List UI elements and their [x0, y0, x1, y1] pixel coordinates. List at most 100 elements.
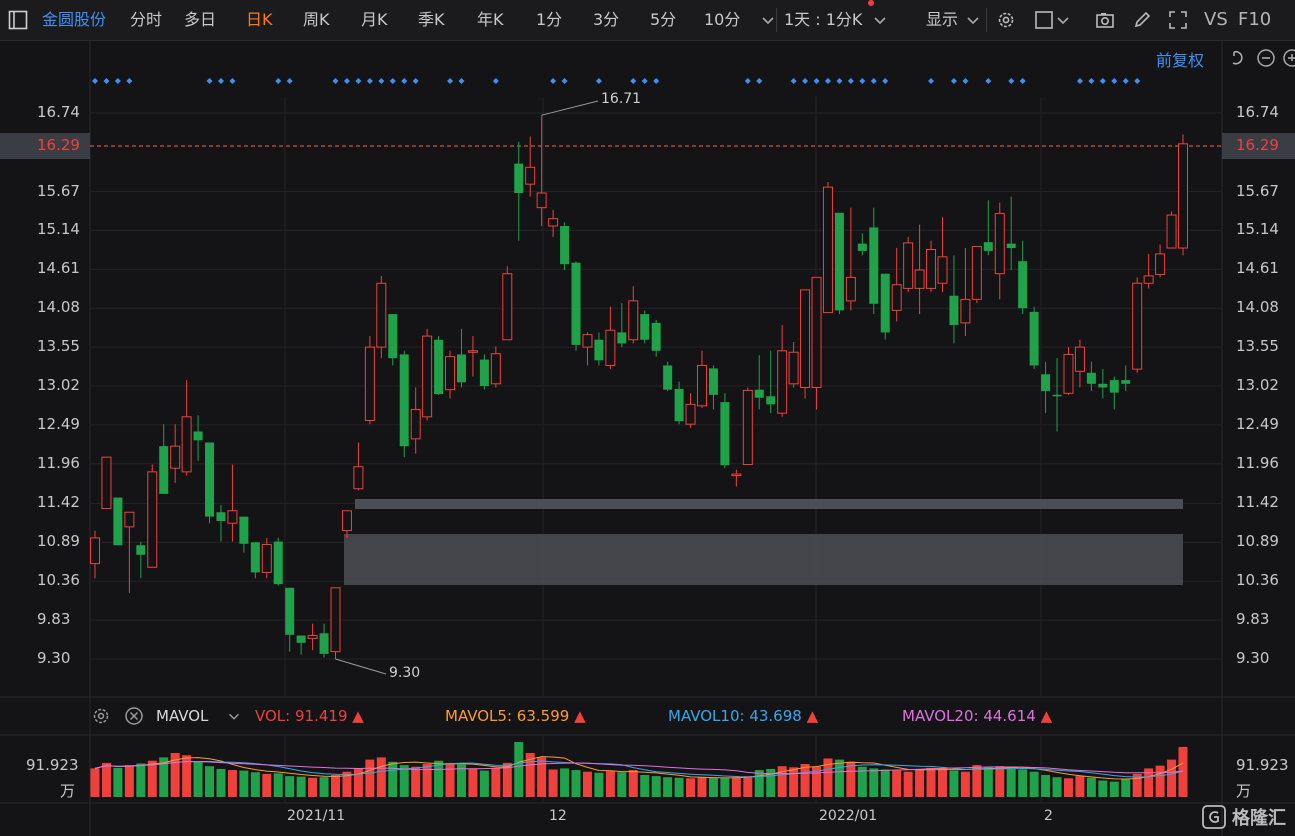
volume-bar: [353, 768, 363, 797]
date-tick: 2022/01: [819, 808, 878, 824]
mavol5-readout: MAVOL5: 63.599 ▲: [445, 707, 586, 725]
adjust-mode[interactable]: 前复权: [1156, 51, 1205, 70]
volume-bar: [147, 760, 157, 797]
vol-readout: VOL: 91.419 ▲: [255, 707, 364, 725]
close-icon[interactable]: [124, 706, 144, 726]
volume-bar: [892, 770, 902, 797]
tab-3min[interactable]: 3分: [593, 10, 620, 29]
tab-quarterly-k[interactable]: 季K: [418, 10, 445, 29]
candle-body-up: [582, 334, 593, 348]
current-price-tick: 16.29: [1236, 136, 1279, 155]
candle-body-down: [159, 446, 169, 494]
stock-name[interactable]: 金圆股份: [42, 10, 107, 29]
candle-body-up: [376, 282, 387, 348]
signal-dot: [1008, 78, 1015, 84]
volume-bar: [101, 762, 111, 797]
candle-body-down: [1052, 394, 1062, 397]
camera-icon[interactable]: [1095, 10, 1115, 30]
signal-dot: [950, 78, 957, 84]
price-tick: 13.55: [1236, 337, 1279, 356]
gear-icon[interactable]: [91, 706, 111, 726]
date-tick: 2: [1044, 808, 1053, 824]
volume-bar: [331, 775, 341, 797]
candle-body-down: [456, 354, 466, 383]
candle-body-up: [90, 537, 100, 565]
volume-bar: [903, 771, 913, 797]
gear-icon[interactable]: [996, 10, 1016, 30]
chevron-down-icon[interactable]: [1053, 10, 1073, 30]
volume-bar: [525, 753, 535, 797]
mavol5-line: [94, 756, 1184, 780]
volume-bar: [365, 759, 375, 797]
price-tick: 13.02: [37, 376, 80, 394]
volume-bar: [731, 777, 741, 797]
price-tick: 10.89: [37, 532, 80, 551]
candle-body-up: [845, 276, 856, 302]
signal-dot: [870, 78, 877, 84]
tab-weekly-k[interactable]: 周K: [303, 10, 330, 29]
display-menu[interactable]: 显示: [926, 10, 959, 29]
volume-bar: [537, 757, 547, 797]
tab-monthly-k[interactable]: 月K: [361, 10, 388, 29]
signal-dot: [813, 78, 820, 84]
tab-yearly-k[interactable]: 年K: [477, 10, 504, 29]
volume-bar: [296, 776, 306, 797]
candle-body-up: [227, 510, 238, 524]
volume-bar: [548, 769, 558, 797]
chevron-down-icon[interactable]: [225, 707, 243, 725]
kline-chart[interactable]: [0, 40, 1295, 836]
tab-daily-k[interactable]: 日K: [246, 10, 273, 29]
candle-body-up: [822, 186, 833, 314]
f10-button[interactable]: F10: [1238, 9, 1272, 30]
candle-body-up: [811, 276, 822, 388]
undo-icon[interactable]: [1228, 48, 1248, 68]
zoom-out-icon[interactable]: [1256, 48, 1276, 68]
tab-intraday[interactable]: 分时: [130, 10, 163, 29]
signal-dot: [928, 78, 935, 84]
signal-dot: [378, 78, 385, 84]
sidebar-toggle-icon[interactable]: [8, 10, 28, 30]
volume-bar: [273, 773, 283, 797]
volume-axis-top-right: 91.923: [1236, 756, 1289, 774]
indicator-select[interactable]: MAVOL: [156, 707, 209, 725]
tab-1min[interactable]: 1分: [536, 10, 563, 29]
candle-body-up: [937, 256, 948, 284]
fullscreen-icon[interactable]: [1168, 10, 1188, 30]
pencil-icon[interactable]: [1132, 10, 1152, 30]
signal-dot: [92, 78, 98, 84]
candle-body-down: [296, 635, 306, 643]
chevron-down-icon[interactable]: [758, 10, 778, 30]
square-icon[interactable]: [1034, 10, 1054, 30]
signal-dot: [355, 78, 362, 84]
mavol20-readout: MAVOL20: 44.614 ▲: [902, 707, 1053, 725]
signal-dot: [401, 78, 408, 84]
candle-body-up: [891, 284, 902, 311]
candle-body-down: [434, 339, 444, 395]
volume-bar: [651, 776, 661, 797]
price-tick: 14.08: [1236, 298, 1279, 317]
candle-body-up: [1143, 275, 1154, 284]
zoom-in-icon[interactable]: [1282, 48, 1295, 68]
volume-bar: [1006, 768, 1016, 797]
signal-dot: [561, 78, 568, 84]
signal-dot: [366, 78, 373, 84]
chevron-down-icon[interactable]: [870, 10, 890, 30]
range-select[interactable]: 1天 : 1分K: [784, 10, 863, 29]
volume-bar: [915, 769, 925, 797]
candle-body-up: [903, 242, 914, 289]
volume-bar: [468, 768, 478, 797]
signal-dot: [802, 78, 809, 84]
volume-bar: [1018, 769, 1028, 797]
signal-dot: [1122, 78, 1129, 84]
signal-dot: [1019, 78, 1026, 84]
tab-5min[interactable]: 5分: [650, 10, 677, 29]
signal-dot: [1088, 78, 1095, 84]
tab-multi-day[interactable]: 多日: [184, 10, 217, 29]
volume-bar: [766, 768, 776, 797]
volume-bar: [869, 768, 879, 797]
volume-bar: [514, 742, 524, 797]
chevron-down-icon[interactable]: [963, 10, 983, 30]
volume-bar: [926, 767, 936, 797]
compare-button[interactable]: VS: [1204, 9, 1228, 30]
tab-10min[interactable]: 10分: [704, 10, 741, 29]
